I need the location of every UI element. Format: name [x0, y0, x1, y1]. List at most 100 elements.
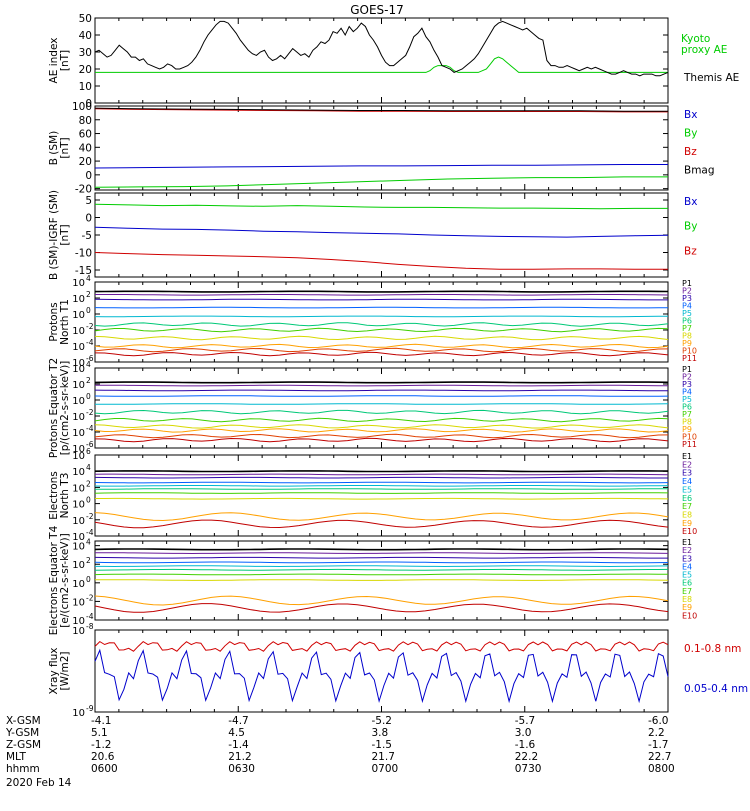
footer-date-row: 2020 Feb 14	[6, 778, 746, 789]
panel-7-ytick-label: 10	[72, 542, 85, 553]
series-p11	[94, 437, 669, 443]
orbit-value: -5.7	[514, 715, 536, 727]
legend-p1: P1	[682, 365, 692, 374]
series-p10	[94, 347, 669, 353]
legend-by: By	[684, 221, 697, 233]
series-p9	[94, 428, 669, 433]
legend-bx: Bx	[684, 196, 697, 208]
legend-e8: E8	[682, 510, 692, 519]
series-e9	[94, 595, 669, 606]
legend-p2: P2	[682, 286, 692, 295]
legend-p1: P1	[682, 279, 692, 288]
ytick-exponent: -6	[86, 440, 94, 449]
panel-5-ytick-label: 10	[72, 396, 85, 407]
series-p10	[94, 433, 669, 439]
panel-6-ytick-label: 10	[72, 483, 85, 494]
legend-e1: E1	[682, 452, 692, 461]
panel-1-ytick-label: 20	[79, 64, 92, 76]
orbit-row-z-gsm: Z-GSM -1.2 -1.4 -1.5 -1.6 -1.7	[6, 740, 746, 751]
orbit-value: -1.4	[228, 739, 249, 751]
panel-5-frame	[94, 367, 669, 449]
series-bz	[94, 108, 668, 113]
panel-4-ytick-label: 10	[72, 310, 85, 321]
ytick-exponent: -2	[86, 593, 94, 602]
panel-8-ylabel: [W/m2]	[59, 651, 71, 690]
series-themis-ae	[94, 20, 669, 77]
series-e10	[94, 603, 669, 613]
series-e1	[94, 548, 669, 551]
panel-4-ytick-label: 10	[72, 326, 85, 337]
legend-e6: E6	[682, 494, 692, 503]
panel-2-ytick-label: 40	[79, 142, 92, 154]
orbit-value: 21.2	[228, 751, 252, 763]
legend-p11: P11	[682, 354, 697, 363]
legend-e5: E5	[682, 571, 692, 580]
legend-e9: E9	[682, 519, 692, 528]
panel-3-ytick-label: -5	[82, 230, 92, 242]
panel-6-ylabel: Electrons	[48, 471, 60, 520]
series-p1	[94, 290, 669, 293]
panel-4-ytick-label: 10	[72, 358, 85, 369]
orbit-value: -5.2	[371, 715, 393, 727]
legend-e4: E4	[682, 477, 692, 486]
legend-p5: P5	[682, 309, 692, 318]
panel-1-ytick-label: 40	[79, 30, 92, 42]
panel-7-ylabel: Electrons Equator T4	[48, 525, 60, 635]
orbit-value: 4.5	[228, 727, 245, 739]
series-p3	[94, 389, 668, 392]
panel-4-ylabel: Protons	[48, 302, 60, 341]
panel-1-ytick-label: 0	[85, 98, 92, 110]
series-e3	[94, 556, 668, 559]
legend-p3: P3	[682, 380, 692, 389]
legend-p6: P6	[682, 402, 692, 411]
panel-5-ytick-label: 10	[72, 412, 85, 423]
panel-3-ylabel: [nT]	[59, 224, 71, 245]
orbit-value: 0700	[371, 763, 399, 775]
series-kyoto-proxy-ae	[95, 56, 668, 73]
orbit-row-label: MLT	[6, 751, 26, 763]
panel-1-ytick-label: 50	[79, 13, 92, 25]
plot-title: GOES-17	[350, 3, 404, 17]
panel-6-ylabel: North T3	[59, 473, 71, 519]
series-p8	[94, 335, 669, 341]
orbit-value: -6.0	[648, 715, 669, 727]
legend-p11: P11	[682, 440, 697, 449]
orbit-value: 0800	[648, 763, 675, 775]
legend-by: By	[684, 128, 697, 140]
ytick-exponent: 6	[86, 447, 91, 456]
series-p5	[94, 403, 669, 405]
panel-3-ytick-label: -10	[75, 248, 92, 260]
legend-bx: Bx	[684, 109, 697, 121]
orbit-row-label: X-GSM	[6, 715, 41, 727]
panel-4-ytick-label: 10	[72, 278, 85, 289]
ytick-exponent: 0	[86, 306, 91, 315]
series-e3	[94, 476, 668, 479]
series-p2	[95, 384, 669, 387]
ytick-exponent: -9	[86, 704, 94, 713]
legend-e6: E6	[682, 579, 692, 588]
panel-7-ytick-label: 10	[72, 579, 85, 590]
legend-e2: E2	[682, 546, 692, 555]
ytick-exponent: -8	[86, 622, 94, 631]
panel-3-ylabel: B (SM)-IGRF (SM)	[48, 190, 60, 280]
panel-8-ylabel: Xray flux	[48, 648, 60, 695]
legend-bz: Bz	[684, 146, 697, 158]
panel-5-ytick-label: 10	[72, 444, 85, 455]
orbit-value: 0600	[91, 763, 118, 775]
orbit-row-x-gsm: X-GSM -4.1 -4.7 -5.2 -5.7 -6.0	[6, 716, 746, 727]
series-0-1-0-8-nm	[94, 640, 669, 652]
legend-xray-short: 0.05-0.4 nm	[684, 683, 748, 695]
ytick-exponent: 0	[86, 575, 91, 584]
series-e2	[94, 473, 669, 476]
ytick-exponent: -4	[86, 612, 94, 621]
legend-e8: E8	[682, 595, 692, 604]
legend-p8: P8	[682, 417, 692, 426]
ytick-exponent: -4	[86, 424, 94, 433]
series-e6	[94, 568, 669, 571]
series-p11	[94, 351, 669, 357]
panel-7-ylabel: [e/(cm2-s-sr-keV)]	[59, 533, 71, 627]
panel-1-ylabel: AE index	[48, 38, 60, 84]
legend-p4: P4	[682, 387, 692, 396]
series-p8	[94, 424, 669, 429]
